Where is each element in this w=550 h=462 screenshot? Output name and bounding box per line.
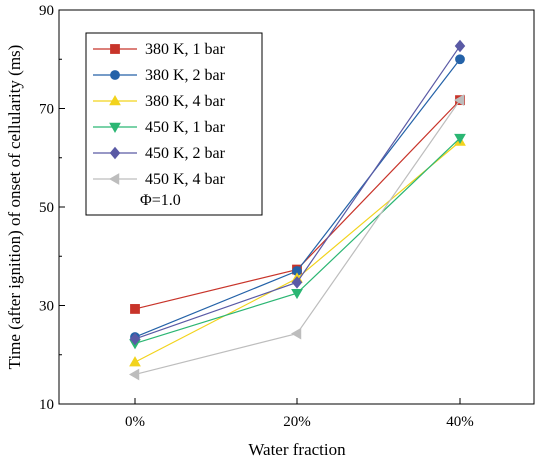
series-layer	[129, 39, 466, 381]
y-tick-label: 10	[39, 397, 54, 413]
data-point	[291, 276, 303, 289]
legend-label: 380 K, 2 bar	[145, 67, 226, 84]
legend-entry: 450 K, 1 bar	[93, 119, 226, 136]
series-5	[129, 39, 466, 346]
legend-label: 380 K, 1 bar	[145, 41, 226, 58]
data-point	[291, 327, 302, 340]
legend-label: 380 K, 4 bar	[145, 93, 226, 110]
legend-label: 450 K, 4 bar	[145, 171, 226, 188]
y-tick-label: 90	[39, 3, 54, 19]
axes: 10 30 50 70 90 0% 20% 40%	[39, 3, 474, 430]
data-point	[454, 94, 465, 106]
legend-marker	[110, 44, 120, 54]
y-tick-label: 70	[39, 102, 54, 118]
data-point	[129, 368, 140, 381]
x-tick-label: 40%	[446, 414, 474, 430]
legend-marker	[109, 122, 121, 133]
legend-marker	[109, 173, 120, 185]
legend-entry: 450 K, 2 bar	[93, 145, 226, 162]
legend-entry: 380 K, 4 bar	[93, 93, 226, 110]
legend-label: 450 K, 2 bar	[145, 145, 226, 162]
x-tick-label: 20%	[283, 414, 311, 430]
legend-entry: 380 K, 1 bar	[93, 41, 226, 58]
x-axis-label: Water fraction	[248, 440, 346, 459]
condition-annotation: Φ=1.0	[140, 192, 181, 209]
series-6	[129, 94, 465, 381]
data-point	[129, 332, 141, 346]
legend-marker	[109, 95, 121, 106]
legend-marker	[110, 70, 120, 80]
data-point	[455, 54, 465, 65]
data-point	[291, 288, 303, 300]
legend-entry: 450 K, 4 bar	[93, 171, 226, 188]
y-axis-label: Time (after ignition) of onset of cellul…	[5, 45, 24, 370]
x-tick-label: 0%	[125, 414, 145, 430]
data-point	[454, 39, 466, 53]
y-tick-label: 30	[39, 299, 54, 315]
data-point	[130, 304, 140, 314]
data-point	[454, 133, 466, 145]
legend-label: 450 K, 1 bar	[145, 119, 226, 136]
legend: 380 K, 1 bar 380 K, 2 bar 380 K, 4 bar 450 …	[85, 32, 263, 216]
legend-entry: 380 K, 2 bar	[93, 67, 226, 84]
legend-marker	[109, 146, 121, 160]
data-point	[129, 356, 141, 367]
y-tick-label: 50	[39, 200, 54, 216]
